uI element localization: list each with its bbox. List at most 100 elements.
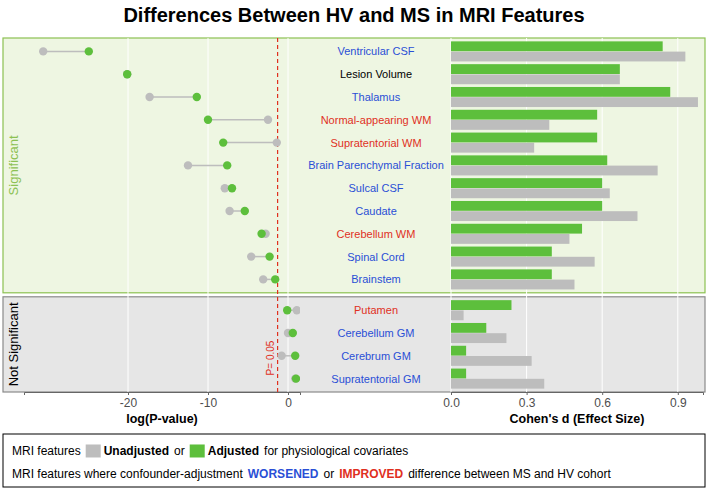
legend-box [3,434,705,487]
axis-title: log(P-value) [126,412,198,426]
bar [451,52,685,62]
dot [223,161,231,169]
dot [228,184,236,192]
bar [451,41,663,51]
category-label: Sulcal CSF [348,182,403,194]
tick-label: -20 [120,396,138,410]
category-label: Thalamus [352,91,401,103]
bar [451,234,569,244]
tick: 0.3 [519,392,536,410]
dot [291,352,299,360]
bar [451,247,552,257]
x-axis-right: 0.0 0.3 0.6 0.9 [443,392,703,410]
tick: 0.0 [443,392,460,410]
bar [451,74,620,84]
category-label: Supratentorial GM [331,373,420,385]
dot [123,70,131,78]
dot [39,47,47,55]
bar [451,110,597,120]
bar [451,211,637,221]
bar [451,143,534,153]
grid-left [128,38,288,392]
legend-entry: Unadjusted [104,444,169,458]
legend-entry: Adjusted [208,444,259,458]
dot [145,93,153,101]
bar [451,310,464,320]
axis-title: Cohen's d (Effect Size) [510,412,645,426]
legend-text: MRI features [12,444,81,458]
bar [451,356,532,366]
category-label: Ventricular CSF [337,45,414,57]
bar [451,323,486,333]
axis-line [25,393,301,396]
tick-label: 0.3 [519,396,536,410]
group-label: Significant [6,135,21,195]
bar [451,120,549,130]
axis-line [452,393,704,396]
dot [123,70,131,78]
connector [150,96,197,98]
bar [451,379,544,389]
category-label: Supratentorial WM [330,137,421,149]
bar [451,333,506,343]
dot [219,138,227,146]
bar [451,224,582,234]
dot [277,352,285,360]
tick-label: 0.9 [670,396,687,410]
bar [451,346,466,356]
category-label: Putamen [354,304,398,316]
dot [259,275,267,283]
category-label: Cerebrum GM [341,350,411,362]
tick-label: 0.6 [594,396,611,410]
dot-plot [39,47,300,383]
chart-svg: Differences Between HV and MS in MRI Fea… [0,0,708,491]
category-label: Normal-appearing WM [321,114,432,126]
group-box [3,38,705,293]
legend-swatch [190,444,205,457]
dot [247,252,255,260]
bar [451,155,607,165]
group-label: Not Significant [6,302,21,386]
dot [257,230,265,238]
legend-swatch [86,444,101,457]
grid-line [128,38,129,392]
dot [221,184,229,192]
bar [451,280,574,290]
dot [293,306,300,314]
bar [451,87,670,97]
dot [289,329,297,337]
bar-plot [451,41,698,388]
reference-label: P= 0.05 [265,340,276,375]
bar [451,97,698,107]
legend-text: or [323,467,334,481]
legend-text: difference between MS and HV cohort [408,467,611,481]
grid-line [208,38,209,392]
dot [225,207,233,215]
dot [85,47,93,55]
dot [204,116,212,124]
x-axis-left: -20 -10 0 [25,392,301,410]
dot [283,306,291,314]
bar [451,64,620,74]
category-label: Spinal Cord [347,251,404,263]
bar [451,133,597,143]
bar [451,300,511,310]
connector [223,142,277,144]
tick-label: -10 [200,396,218,410]
tick-label: 0 [285,396,292,410]
dot [264,116,272,124]
category-label: Cerebellum WM [337,228,416,240]
dot [265,252,273,260]
legend-text: or [174,444,185,458]
category-label: Lesion Volume [340,68,412,80]
dot [273,138,281,146]
grid-line [288,38,289,392]
category-label: Brainstem [351,273,401,285]
category-labels: Ventricular CSF Lesion Volume Thalamus Norm… [308,45,444,384]
connector [188,165,227,167]
dot [241,207,249,215]
bar [451,269,552,279]
legend-text: MRI features where confounder-adjustment [12,467,243,481]
tick: 0.6 [594,392,611,410]
dot [291,374,299,382]
